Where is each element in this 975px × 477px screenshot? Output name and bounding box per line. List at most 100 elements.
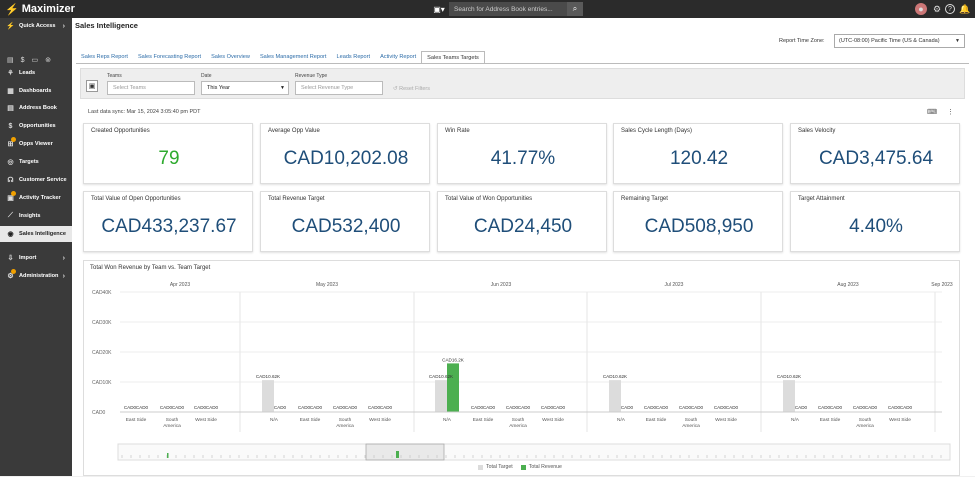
- category-label: N/A: [791, 417, 800, 423]
- sidebar-item-opportunities[interactable]: $ Opportunities: [0, 118, 72, 134]
- sidebar-item-activity-tracker[interactable]: ▣ Activity Tracker: [0, 190, 72, 206]
- legend-item-total-target[interactable]: Total Target: [478, 464, 513, 470]
- sidebar-item-customer-service[interactable]: ☊ Customer Service: [0, 172, 72, 188]
- kpi-label: Total Value of Won Opportunities: [445, 196, 533, 202]
- kpi-label: Sales Velocity: [798, 128, 836, 134]
- maximizer-logo[interactable]: ⚡ Maximizer: [5, 2, 75, 16]
- dollar-icon[interactable]: $: [20, 56, 25, 64]
- category-label: America: [336, 423, 354, 429]
- import-icon: ⇩: [7, 255, 14, 262]
- id-card-icon[interactable]: ▭: [31, 57, 39, 64]
- legend-item-total-revenue[interactable]: Total Revenue: [520, 464, 562, 470]
- keyboard-icon[interactable]: ⌨: [927, 109, 938, 116]
- date-select[interactable]: This Year ▼: [201, 81, 289, 95]
- sidebar-item-leads[interactable]: ⚘ Leads: [0, 65, 72, 81]
- gear-icon[interactable]: ⚙: [932, 3, 942, 14]
- avatar[interactable]: ●: [915, 3, 927, 15]
- sidebar-item-insights[interactable]: ⟋ Insights: [0, 208, 72, 224]
- data-label-revenue: CAD0: [900, 405, 913, 410]
- binoculars-icon[interactable]: ⊚: [45, 57, 52, 64]
- kpi-label: Total Value of Open Opportunities: [91, 196, 181, 202]
- sidebar-item-administration[interactable]: ⚙ Administration ›: [0, 268, 72, 284]
- data-label-target: CAD0: [160, 405, 173, 410]
- calculator-icon[interactable]: ▤: [7, 57, 14, 64]
- timezone-label: Report Time Zone:: [779, 38, 825, 44]
- data-label-revenue: CAD0: [795, 405, 808, 410]
- data-label-revenue: CAD16.2K: [442, 357, 465, 362]
- data-label-target: CAD0: [194, 405, 207, 410]
- last-sync-text: Last data sync: Mar 15, 2024 3:05:40 pm …: [88, 109, 201, 115]
- bell-icon[interactable]: 🔔: [959, 3, 971, 14]
- sidebar-item-label: Insights: [19, 213, 41, 219]
- legend-label: Total Revenue: [528, 464, 562, 470]
- chart-title: Total Won Revenue by Team vs. Team Targe…: [90, 265, 211, 271]
- kpi-label: Average Opp Value: [268, 128, 320, 134]
- sidebar-item-label: Opps Viewer: [19, 141, 53, 147]
- kpi-card-open-opportunities-value: Total Value of Open Opportunities CAD433,…: [83, 191, 253, 252]
- bar-total-revenue: [447, 363, 459, 412]
- new-badge: [11, 191, 16, 196]
- kpi-value: CAD3,475.64: [818, 148, 934, 169]
- search-input[interactable]: Search for Address Book entries...: [449, 2, 567, 16]
- teams-select[interactable]: Select Teams: [107, 81, 195, 95]
- kpi-card-average-opp-value: Average Opp Value CAD10,202.08: [260, 123, 430, 184]
- sidebar-item-address-book[interactable]: ▤ Address Book: [0, 100, 72, 116]
- quick-access-label: Quick Access: [19, 23, 56, 29]
- flash-icon: ⚡: [6, 23, 15, 30]
- category-label: West Side: [542, 417, 564, 423]
- date-label: Date: [201, 73, 212, 79]
- tab-divider: [76, 63, 969, 64]
- sidebar-quick-access[interactable]: ⚡ Quick Access ›: [0, 18, 72, 34]
- tab-sales-overview[interactable]: Sales Overview: [211, 54, 250, 60]
- tab-sales-reps-report[interactable]: Sales Reps Report: [81, 54, 128, 60]
- chevron-right-icon: ›: [62, 272, 65, 280]
- category-label: America: [856, 423, 874, 429]
- tab-sales-management-report[interactable]: Sales Management Report: [259, 54, 327, 60]
- address-book-dropdown-icon[interactable]: ▣▾: [433, 5, 445, 14]
- y-tick-label: CAD0: [92, 410, 106, 416]
- month-label: May 2023: [316, 282, 338, 288]
- sidebar-item-opps-viewer[interactable]: ⊞ Opps Viewer: [0, 136, 72, 152]
- category-label: West Side: [369, 417, 391, 423]
- kpi-card-sales-velocity: Sales Velocity CAD3,475.64: [790, 123, 960, 184]
- y-tick-label: CAD40K: [92, 290, 112, 296]
- report-tabs: Sales Reps Report Sales Forecasting Repo…: [76, 51, 485, 64]
- sidebar-item-label: Leads: [19, 70, 36, 76]
- category-label: West Side: [715, 417, 737, 423]
- data-label-target: CAD0: [644, 405, 657, 410]
- kpi-value: 120.42: [669, 148, 729, 169]
- kpi-card-target-attainment: Target Attainment 4.40%: [790, 191, 960, 252]
- sidebar-item-sales-intelligence[interactable]: ◉ Sales Intelligence: [0, 226, 72, 242]
- filter-panel-icon[interactable]: ▣: [86, 80, 98, 92]
- more-vertical-icon[interactable]: ⋮: [947, 109, 955, 116]
- intelligence-icon: ◉: [7, 231, 14, 238]
- sidebar-item-label: Sales Intelligence: [19, 231, 66, 237]
- tab-activity-report[interactable]: Activity Report: [380, 54, 417, 60]
- kpi-value: CAD433,237.67: [101, 216, 237, 237]
- dollar-icon: $: [8, 122, 13, 130]
- kpi-card-win-rate: Win Rate 41.77%: [437, 123, 607, 184]
- sidebar-item-label: Customer Service: [19, 177, 67, 183]
- page-title: Sales Intelligence: [75, 21, 138, 30]
- bar-total-target: [435, 380, 447, 412]
- data-label-target: CAD0: [506, 405, 519, 410]
- tab-leads-report[interactable]: Leads Report: [336, 54, 371, 60]
- data-label-revenue: CAD0: [726, 405, 739, 410]
- quick-access-icons: ▤ $ ▭ ⊚: [0, 53, 72, 67]
- tab-sales-forecasting-report[interactable]: Sales Forecasting Report: [137, 54, 202, 60]
- help-icon[interactable]: ?: [945, 4, 955, 14]
- search-icon[interactable]: ⌕: [567, 2, 583, 16]
- sidebar-item-dashboards[interactable]: ▦ Dashboards: [0, 83, 72, 99]
- kpi-label: Created Opportunities: [91, 128, 150, 134]
- sidebar-item-import[interactable]: ⇩ Import ›: [0, 250, 72, 266]
- opps-viewer-icon: ⊞: [7, 141, 14, 148]
- sidebar-item-label: Address Book: [19, 105, 57, 111]
- revenue-type-select[interactable]: Select Revenue Type: [295, 81, 383, 95]
- timezone-select[interactable]: (UTC-08:00) Pacific Time (US & Canada) ▼: [834, 34, 965, 48]
- reset-filters-button[interactable]: ↺ Reset Filters: [393, 86, 430, 92]
- data-label-revenue: CAD0: [483, 405, 496, 410]
- legend-label: Total Target: [486, 464, 513, 470]
- sidebar-item-targets[interactable]: ◎ Targets: [0, 154, 72, 170]
- bar-total-target: [783, 380, 795, 412]
- data-label-target: CAD0: [368, 405, 381, 410]
